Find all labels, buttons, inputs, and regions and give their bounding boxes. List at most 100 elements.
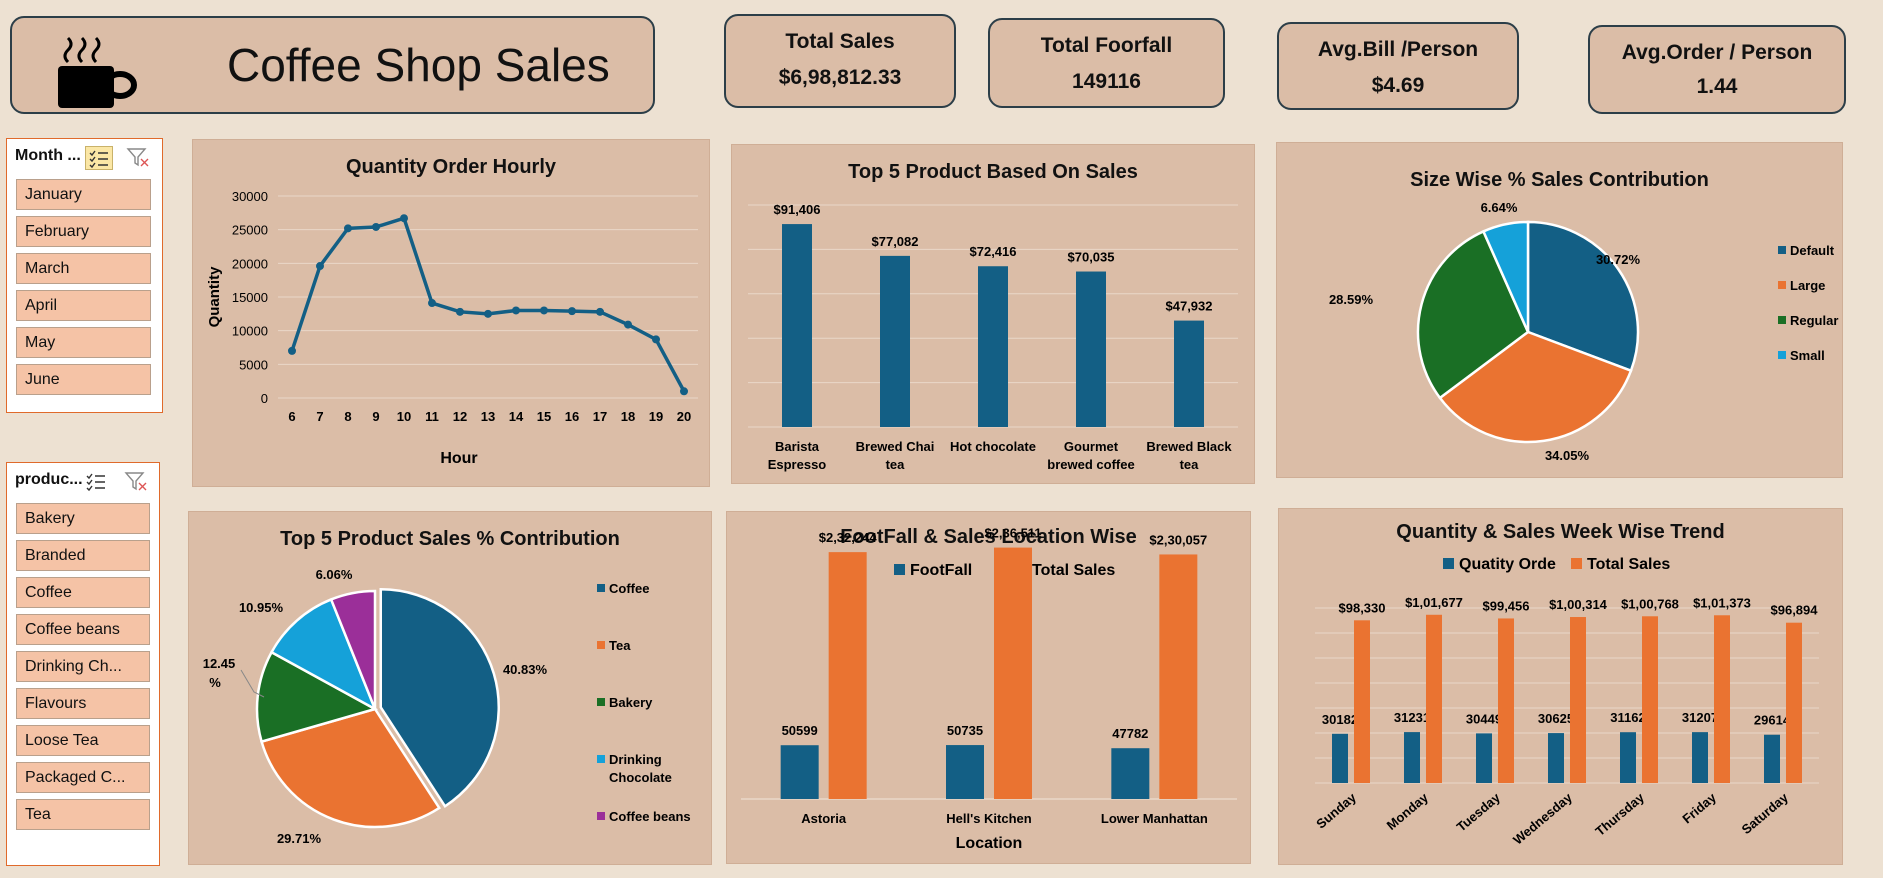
data-label: $77,082 (872, 234, 919, 249)
pie-slice (1438, 330, 1633, 444)
legend-label: Drinking (609, 752, 662, 767)
bar (1076, 271, 1106, 427)
data-label: $72,416 (970, 244, 1017, 259)
x-tick-label: Friday (1679, 789, 1719, 826)
y-tick-label: 20000 (232, 256, 268, 271)
legend-swatch (597, 698, 605, 706)
header-banner: Coffee Shop Sales (10, 16, 655, 114)
legend-swatch (1778, 246, 1786, 254)
x-tick-label: Brewed Chai (856, 439, 935, 454)
y-tick-label: 30000 (232, 189, 268, 204)
chart-title: FootFall & Sales Location Wise (840, 526, 1137, 548)
top5-bar-chart-panel: Top 5 Product Based On Sales $91,406 Bari… (731, 144, 1255, 484)
y-tick-label: 0 (261, 391, 268, 406)
bar (1498, 618, 1514, 783)
pie-slice (269, 597, 378, 712)
slicer-item[interactable]: Drinking Ch... (16, 651, 150, 682)
kpi-label: Avg.Order / Person (1621, 41, 1813, 64)
slicer-item[interactable]: May (16, 327, 151, 358)
data-label: $2,30,057 (1149, 532, 1207, 547)
x-tick-label: Hell's Kitchen (946, 811, 1032, 826)
clear-filter-icon[interactable] (123, 470, 149, 492)
data-point (512, 306, 520, 315)
x-tick-label: 19 (649, 409, 663, 424)
bar (946, 745, 984, 799)
size-pie-panel: Size Wise % Sales Contribution 30.72% 34.… (1276, 142, 1843, 478)
size-pie-chart: 30.72% 34.05% 28.59% 6.64% Default Large Regul… (1329, 200, 1838, 463)
data-label: $98,330 (1339, 600, 1386, 615)
slicer-item[interactable]: January (16, 179, 151, 210)
slicer-item[interactable]: June (16, 364, 151, 395)
bar (780, 745, 819, 799)
legend-label: Chocolate (609, 770, 672, 785)
pie-slice (260, 707, 442, 829)
legend-swatch (1778, 316, 1786, 324)
slicer-item[interactable]: Packaged C... (16, 762, 150, 793)
x-tick-label: 18 (621, 409, 635, 424)
slicer-item[interactable]: Bakery (16, 503, 150, 534)
legend-label: FootFall (910, 562, 972, 579)
legend-swatch (597, 641, 605, 649)
data-point (596, 307, 604, 316)
bar (1548, 733, 1564, 783)
slicer-item[interactable]: Loose Tea (16, 725, 150, 756)
x-tick-label: Sunday (1313, 789, 1359, 831)
bar (1692, 732, 1708, 783)
data-label: 12.45 (203, 656, 236, 671)
legend-label: Regular (1790, 313, 1838, 328)
pie-slice (255, 650, 379, 744)
data-label: 50735 (947, 723, 983, 738)
slicer-item[interactable]: April (16, 290, 151, 321)
clear-filter-icon[interactable] (125, 146, 151, 168)
bar (978, 266, 1008, 427)
data-label: $2,32,244 (819, 530, 878, 545)
legend-swatch (1571, 558, 1582, 569)
x-tick-label: 12 (453, 409, 467, 424)
kpi-value: 1.44 (1696, 75, 1738, 98)
slicer-item[interactable]: Coffee beans (16, 614, 150, 645)
data-point (456, 307, 464, 316)
slicer-item[interactable]: Flavours (16, 688, 150, 719)
kpi-avg-order: Avg.Order / Person 1.44 (1588, 25, 1846, 114)
x-axis-label: Location (956, 835, 1023, 852)
pie-slice (1481, 220, 1530, 333)
slicer-item[interactable]: March (16, 253, 151, 284)
data-label: $1,01,373 (1693, 595, 1751, 610)
kpi-avg-bill: Avg.Bill /Person $4.69 (1277, 22, 1519, 110)
data-point (484, 309, 492, 318)
pie-slice (329, 589, 377, 710)
multi-select-icon[interactable] (83, 470, 109, 492)
y-tick-label: 5000 (239, 357, 268, 372)
bar (828, 552, 867, 799)
bar (1714, 615, 1730, 783)
slicer-item[interactable]: Coffee (16, 577, 150, 608)
data-point (568, 307, 576, 316)
multi-select-icon[interactable] (85, 146, 113, 170)
bar (782, 224, 812, 427)
bar (1764, 734, 1780, 783)
leader-line (240, 669, 265, 698)
x-tick-label: 8 (344, 409, 351, 424)
slicer-item[interactable]: Tea (16, 799, 150, 830)
data-label: 31207 (1682, 710, 1718, 725)
data-point (344, 224, 352, 233)
legend-swatch (1443, 558, 1454, 569)
data-label: $1,00,314 (1549, 597, 1608, 612)
product-pie-chart: 40.83% 29.71% 12.45 10.95% 6.06%% Coffee Tea Ba… (203, 567, 691, 846)
legend-label: Small (1790, 348, 1825, 363)
slicer-item[interactable]: February (16, 216, 151, 247)
bar (880, 255, 910, 427)
slicer-item[interactable]: Branded (16, 540, 150, 571)
x-tick-label: Wednesday (1510, 789, 1575, 847)
data-label: $2,36,511 (984, 526, 1041, 541)
legend-label: Coffee (609, 581, 649, 596)
data-label: $1,00,768 (1621, 596, 1679, 611)
month-slicer: Month ... January February March April May Ju… (6, 138, 163, 413)
chart-title: Top 5 Product Sales % Contribution (280, 528, 620, 550)
chart-title: Quantity & Sales Week Wise Trend (1396, 521, 1725, 543)
legend-swatch (894, 564, 905, 575)
data-label: 6.64% (1481, 200, 1518, 215)
bar (1570, 617, 1586, 783)
data-label: % (209, 675, 221, 690)
x-tick-label: 14 (509, 409, 524, 424)
